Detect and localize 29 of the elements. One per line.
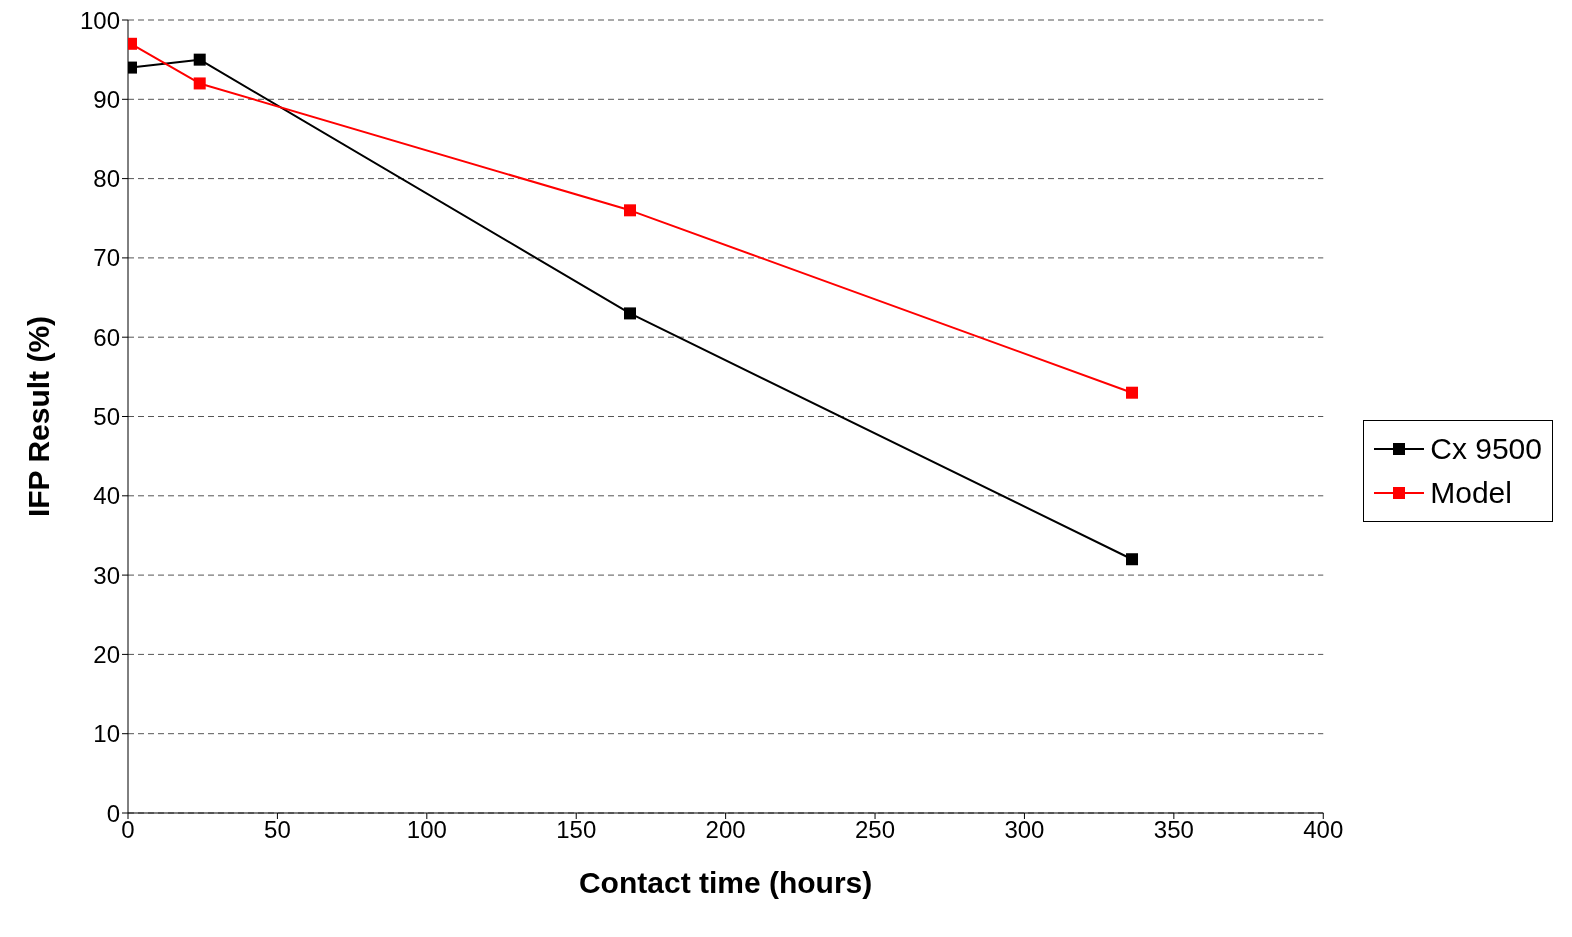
x-tick-label: 50	[264, 816, 291, 844]
point	[624, 204, 637, 217]
y-tick-label: 60	[93, 323, 120, 351]
point	[193, 53, 206, 66]
y-tick-label: 10	[93, 720, 120, 748]
y-tick-label: 0	[106, 799, 120, 827]
x-tick-label: 250	[855, 816, 896, 844]
point	[624, 307, 637, 320]
y-tick-label: 20	[93, 640, 120, 668]
x-tick-label: 200	[705, 816, 746, 844]
y-tick-label: 100	[79, 6, 120, 34]
x-tick-label: 150	[556, 816, 597, 844]
y-tick-label: 70	[93, 244, 120, 272]
legend-label: Model	[1430, 475, 1512, 510]
y-tick-label: 80	[93, 165, 120, 193]
y-tick-label: 50	[93, 403, 120, 431]
point	[193, 77, 206, 90]
x-tick-label: 350	[1153, 816, 1194, 844]
x-tick-label: 400	[1303, 816, 1344, 844]
legend-label: Cx 9500	[1430, 431, 1542, 466]
y-tick-label: 30	[93, 561, 120, 589]
point	[1126, 386, 1139, 399]
y-tick-label: 40	[93, 482, 120, 510]
x-tick-label: 300	[1004, 816, 1045, 844]
y-tick-label: 90	[93, 85, 120, 113]
x-tick-label: 100	[406, 816, 447, 844]
point	[1126, 553, 1139, 566]
y-axis-title: IFP Result (%)	[21, 315, 55, 518]
x-axis-title: Contact time (hours)	[578, 866, 873, 899]
